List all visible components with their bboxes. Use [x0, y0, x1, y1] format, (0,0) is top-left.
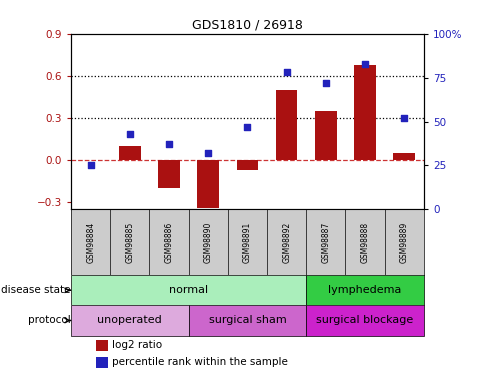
Text: GSM98885: GSM98885: [125, 222, 134, 263]
Point: [204, 150, 212, 156]
Point: [361, 61, 369, 67]
Point: [165, 141, 173, 147]
Bar: [158, 160, 180, 188]
Text: lymphedema: lymphedema: [328, 285, 402, 295]
Bar: [189, 305, 306, 336]
Bar: [197, 160, 219, 208]
Text: percentile rank within the sample: percentile rank within the sample: [112, 357, 288, 368]
Text: normal: normal: [169, 285, 208, 295]
Bar: [393, 153, 415, 160]
Title: GDS1810 / 26918: GDS1810 / 26918: [192, 18, 303, 31]
Bar: [96, 340, 108, 351]
Text: GSM98884: GSM98884: [86, 222, 95, 263]
Text: protocol: protocol: [27, 315, 70, 326]
Point: [87, 162, 95, 168]
Bar: [276, 90, 297, 160]
Text: surgical blockage: surgical blockage: [317, 315, 414, 326]
Text: GSM98889: GSM98889: [400, 222, 409, 263]
Bar: [306, 305, 424, 336]
Point: [322, 80, 330, 86]
Text: GSM98891: GSM98891: [243, 222, 252, 263]
Text: GSM98887: GSM98887: [321, 222, 330, 263]
Text: GSM98890: GSM98890: [204, 222, 213, 263]
Text: unoperated: unoperated: [98, 315, 162, 326]
Point: [126, 131, 134, 137]
Text: GSM98892: GSM98892: [282, 222, 291, 263]
Bar: [354, 64, 376, 160]
Text: GSM98888: GSM98888: [361, 222, 369, 263]
Bar: [119, 146, 141, 160]
Bar: [237, 160, 258, 170]
Text: surgical sham: surgical sham: [209, 315, 286, 326]
Bar: [306, 275, 424, 305]
Text: disease state: disease state: [1, 285, 70, 295]
Text: GSM98886: GSM98886: [165, 222, 173, 263]
Bar: [71, 275, 306, 305]
Point: [244, 124, 251, 130]
Bar: [96, 357, 108, 368]
Text: log2 ratio: log2 ratio: [112, 340, 162, 350]
Point: [400, 115, 408, 121]
Point: [283, 69, 291, 75]
Bar: [315, 111, 337, 160]
Bar: [71, 305, 189, 336]
